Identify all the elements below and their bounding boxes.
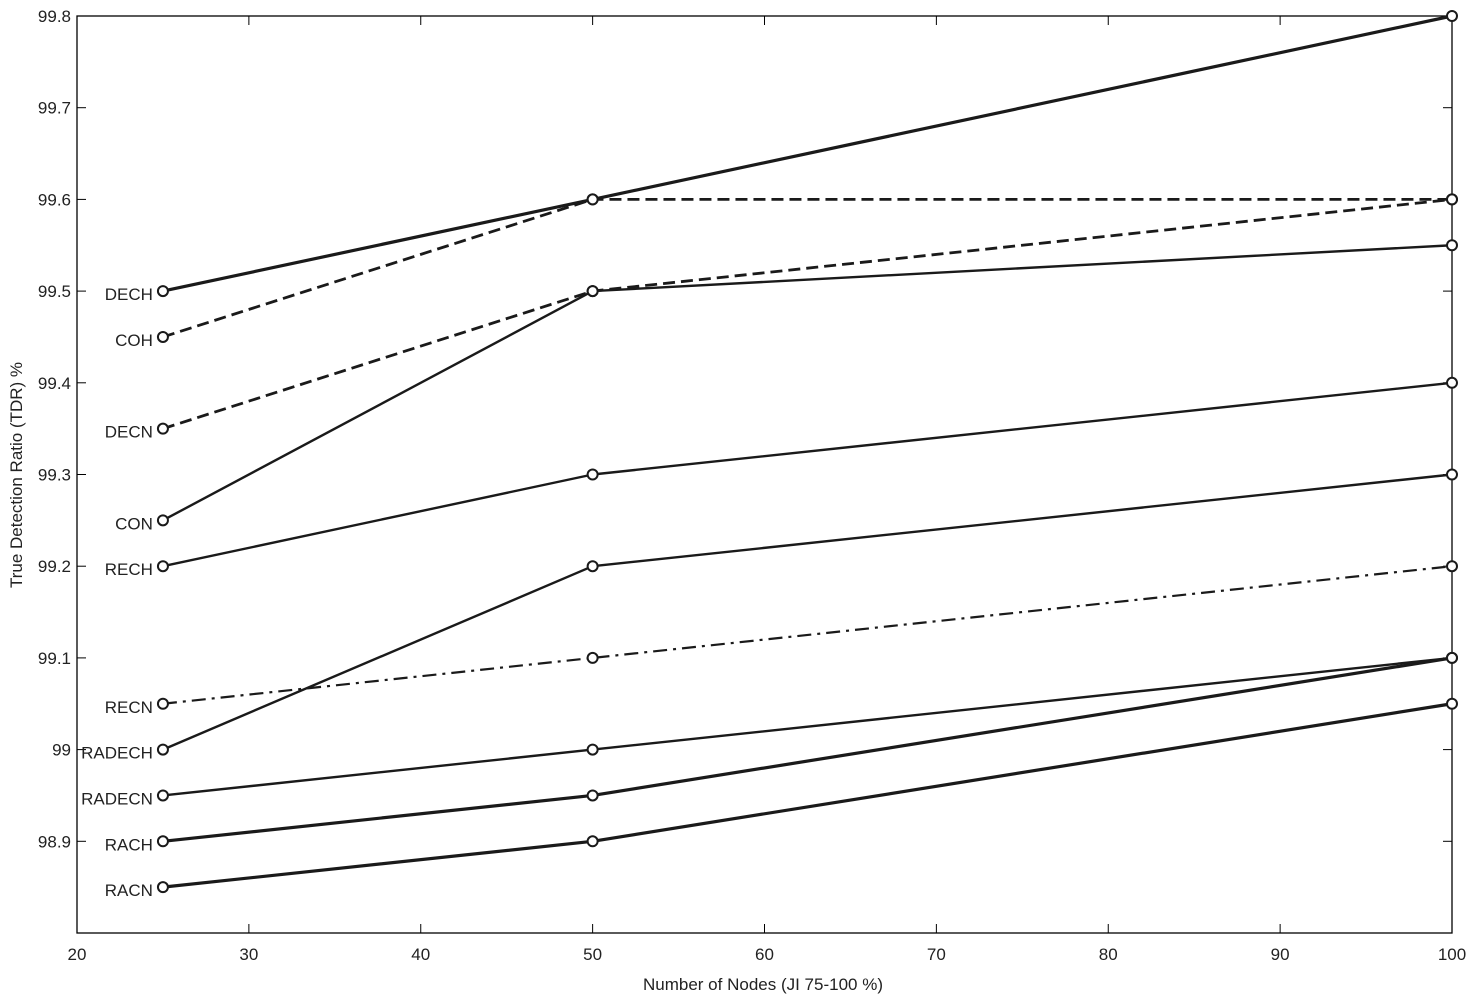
series-label-decn: DECN: [105, 423, 153, 442]
series-label-racn: RACN: [105, 881, 153, 900]
series-line-decn: [162, 198, 1453, 430]
x-axis-title: Number of Nodes (JI 75-100 %): [643, 975, 883, 994]
series-label-rech: RECH: [105, 560, 153, 579]
y-tick-label: 99.6: [38, 190, 71, 209]
series-line-rach: [162, 656, 1453, 843]
series-label-radecn: RADECN: [81, 789, 153, 808]
series-line-rech: [162, 381, 1453, 568]
series-line-racn: [162, 702, 1453, 889]
x-tick-label: 20: [68, 945, 87, 964]
y-tick-label: 99.7: [38, 99, 71, 118]
series-line-con: [162, 244, 1453, 522]
series-label-radech: RADECH: [81, 744, 153, 763]
data-point-coh: [586, 193, 599, 206]
data-point-radecn: [586, 743, 599, 756]
data-point-rach: [1446, 651, 1458, 664]
data-point-radecn: [156, 789, 169, 802]
x-tick-label: 80: [1099, 945, 1118, 964]
x-tick-label: 100: [1438, 945, 1466, 964]
data-point-radech: [156, 743, 169, 756]
y-tick-label: 99: [52, 741, 71, 760]
data-point-rech: [586, 468, 599, 481]
x-tick-label: 50: [583, 945, 602, 964]
y-tick-label: 98.9: [38, 832, 71, 851]
data-point-dech: [1446, 10, 1458, 22]
x-tick-label: 70: [927, 945, 946, 964]
series-group: [156, 10, 1458, 894]
y-tick-label: 99.8: [38, 7, 71, 26]
series-label-coh: COH: [115, 331, 153, 350]
data-point-rech: [156, 560, 169, 573]
data-point-racn: [586, 835, 599, 848]
series-label-dech: DECH: [105, 285, 153, 304]
data-point-dech: [156, 285, 169, 298]
series-label-con: CON: [115, 514, 153, 533]
data-point-recn: [586, 651, 599, 664]
data-point-rech: [1446, 376, 1458, 389]
y-tick-label: 99.2: [38, 557, 71, 576]
y-tick-label: 99.3: [38, 466, 71, 485]
x-tick-label: 40: [411, 945, 430, 964]
data-point-con: [1446, 239, 1458, 252]
data-point-decn: [1446, 193, 1458, 206]
data-point-coh: [156, 330, 169, 343]
series-label-recn: RECN: [105, 698, 153, 717]
data-point-radech: [1446, 468, 1458, 481]
axis-ticks: 20 30 40 50 60 70 80 90 100 98.9 99 99.1 99.2 99.3 99.…: [38, 7, 1466, 964]
series-labels: DECH COH DECN CON RECH RECN RADECH RADECN RACH RA…: [81, 285, 153, 900]
series-line-radecn: [162, 656, 1453, 797]
data-point-rach: [586, 789, 599, 802]
data-point-racn: [1446, 697, 1458, 710]
data-point-racn: [156, 881, 169, 894]
plot-frame: [76, 15, 1453, 934]
y-tick-label: 99.4: [38, 374, 71, 393]
data-point-rach: [156, 835, 169, 848]
y-tick-label: 99.1: [38, 649, 71, 668]
y-axis-title: True Detection Ratio (TDR) %: [7, 362, 26, 588]
x-tick-label: 90: [1271, 945, 1290, 964]
data-point-recn: [1446, 560, 1458, 573]
data-point-con: [586, 285, 599, 298]
data-point-decn: [156, 422, 169, 435]
y-tick-label: 99.5: [38, 282, 71, 301]
data-point-radech: [586, 560, 599, 573]
x-tick-label: 60: [755, 945, 774, 964]
data-point-con: [156, 514, 169, 527]
data-point-recn: [156, 697, 169, 710]
x-tick-label: 30: [239, 945, 258, 964]
series-line-radech: [162, 473, 1453, 751]
series-line-dech: [162, 14, 1453, 293]
series-label-rach: RACH: [105, 835, 153, 854]
series-line-recn: [162, 565, 1453, 705]
